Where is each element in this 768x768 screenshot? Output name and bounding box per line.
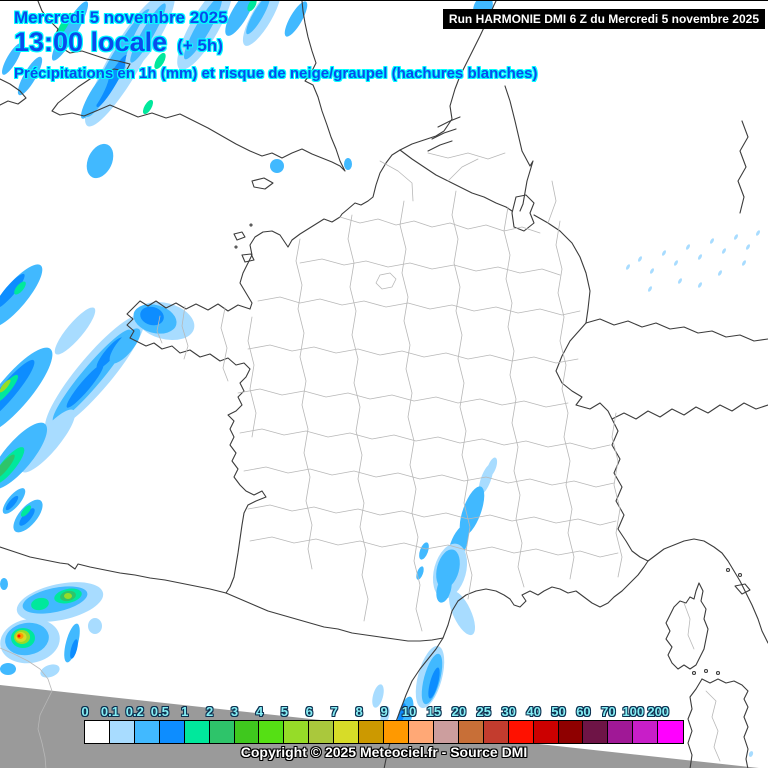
legend-color-boxes: 0 0.1 0.2 0.5 1 2 3 4 5 6 7 8 9 10 15 20 25 30 40 50 60 70 100…: [81, 704, 684, 744]
legend-cell: 50: [551, 704, 584, 743]
legend-cell: 7: [331, 704, 360, 743]
legend-cell: 8: [356, 704, 385, 743]
legend-cell: 40: [526, 704, 559, 743]
legend-threshold-label: 70: [601, 704, 616, 719]
legend-cell: 30: [501, 704, 534, 743]
legend-threshold-label: 15: [426, 704, 442, 719]
legend-threshold-label: 30: [501, 704, 516, 719]
legend-cell: 1: [181, 704, 210, 743]
legend-cell: 20: [452, 704, 484, 743]
forecast-offset: (+ 5h): [177, 36, 223, 55]
legend-cell: 0.1: [101, 704, 135, 743]
model-run-badge: Run HARMONIE DMI 6 Z du Mercredi 5 novem…: [442, 9, 765, 29]
legend-cell: 0: [81, 704, 110, 743]
legend-threshold-label: 1: [181, 704, 189, 719]
legend-threshold-label: 100: [622, 704, 645, 719]
legend-cell: 10: [402, 704, 434, 743]
legend-threshold-label: 8: [355, 704, 363, 719]
copyright-label: Copyright © 2025 Meteociel.fr - Source D…: [240, 744, 528, 760]
precipitation-layer: [0, 1, 760, 757]
legend-threshold-label: 5: [280, 704, 288, 719]
legend-threshold-label: 20: [451, 704, 467, 719]
legend-threshold-label: 0.5: [150, 704, 169, 719]
legend-cell: 6: [306, 704, 335, 743]
legend-threshold-label: 0.2: [125, 704, 144, 719]
legend-cell: 2: [206, 704, 235, 743]
legend-threshold-label: 25: [476, 704, 491, 719]
legend-cell: 9: [380, 704, 409, 743]
legend-cell: 4: [256, 704, 285, 743]
legend-threshold-label: 4: [255, 704, 264, 719]
legend-threshold-label: 40: [526, 704, 541, 719]
legend-cell: 60: [576, 704, 609, 743]
legend-threshold-label: 10: [401, 704, 417, 719]
legend-cell: 3: [231, 704, 260, 743]
department-borders: [0, 152, 721, 768]
legend-cell: 5: [281, 704, 310, 743]
legend-cell: 25: [477, 704, 509, 743]
parameter-label: Précipitations en 1h (mm) et risque de n…: [14, 65, 538, 82]
legend-cell: 200: [647, 704, 684, 743]
precipitation-scale-legend: 0 0.1 0.2 0.5 1 2 3 4 5 6 7 8 9 10 15 20 25 30 40 50 60 70 100…: [81, 703, 684, 745]
legend-cell: 0.2: [126, 704, 160, 743]
legend-cell: 100: [622, 704, 659, 743]
light-drizzle-speckles: [626, 230, 760, 757]
time-label: 13:00 locale (+ 5h): [14, 27, 223, 58]
legend-threshold-label: 0.1: [100, 704, 119, 719]
legend-threshold-label: 9: [380, 704, 388, 719]
legend-threshold-label: 0: [81, 704, 89, 719]
legend-threshold-label: 6: [305, 704, 313, 719]
date-label: Mercredi 5 novembre 2025: [14, 8, 228, 27]
legend-threshold-label: 2: [205, 704, 214, 719]
legend-threshold-label: 7: [330, 704, 338, 719]
legend-cell: 0.5: [151, 704, 185, 743]
legend-cell: 15: [427, 704, 459, 743]
legend-threshold-label: 50: [551, 704, 566, 719]
legend-cell: 70: [601, 704, 634, 743]
legend-threshold-label: 60: [576, 704, 591, 719]
local-time: 13:00 locale: [14, 27, 168, 57]
legend-threshold-label: 3: [230, 704, 239, 719]
legend-threshold-label: 200: [647, 704, 670, 719]
